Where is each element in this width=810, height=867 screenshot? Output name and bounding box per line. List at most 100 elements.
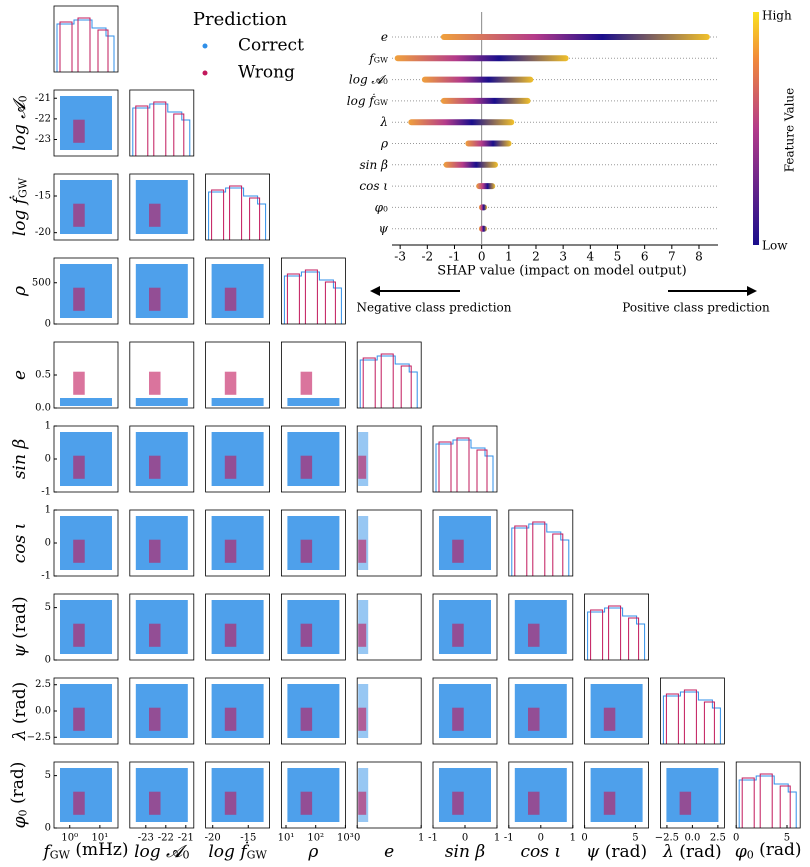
shap-spread <box>421 76 534 83</box>
scatter-cloud <box>135 516 188 570</box>
panel-frame <box>129 257 195 325</box>
scatter-cloud <box>514 684 567 738</box>
y-axis-title-sub: GW <box>16 177 29 198</box>
x-tick-label: 1 <box>570 833 576 844</box>
panel-frame <box>356 677 422 745</box>
scatter-wrong <box>149 623 161 647</box>
x-tick-label: 0.0 <box>684 833 700 844</box>
panel-frame <box>53 593 119 661</box>
scatter-wrong <box>73 371 85 395</box>
x-tick-label: -15 <box>240 833 256 844</box>
scatter-wrong <box>149 539 161 563</box>
y-tick-label: −2.5 <box>27 732 51 743</box>
scatter-cloud <box>514 600 567 654</box>
y-axis-title: log ḟGW <box>10 177 30 236</box>
panel-frame <box>205 341 271 409</box>
scatter-cloud <box>60 768 112 822</box>
scatter-wrong <box>149 287 161 311</box>
scatter-cloud <box>514 768 567 822</box>
panel-frame <box>129 89 195 157</box>
x-tick-label: 2 <box>532 250 540 264</box>
scatter-wrong <box>73 791 85 815</box>
scatter-cloud <box>135 684 188 738</box>
x-axis-title: log 𝓐0 <box>134 842 189 862</box>
feature-label: ψ <box>379 221 389 235</box>
scatter-cloud <box>211 264 264 318</box>
scatter-wrong <box>300 539 313 563</box>
shap-spread <box>478 204 488 211</box>
scatter-cloud <box>287 684 340 738</box>
x-axis-title-sub: GW <box>247 848 268 861</box>
scatter-wrong <box>300 371 313 395</box>
scatter-wrong <box>73 623 85 647</box>
x-axis-title: cos ι <box>521 842 562 862</box>
x-tick-label: -22 <box>158 833 174 844</box>
shap-spread <box>440 34 710 40</box>
y-axis-title-main: φ <box>10 816 30 828</box>
scatter-cloud <box>211 600 264 654</box>
feature-label-sub: 0 <box>383 205 388 214</box>
panel-frame <box>508 593 574 661</box>
panel-frame <box>205 173 271 241</box>
feature-label: log ḟGW <box>347 91 388 107</box>
x-tick-label: 1 <box>505 250 513 264</box>
scatter-wrong <box>224 455 237 479</box>
y-axis-title: sin β <box>10 439 30 480</box>
panel-frame <box>584 761 649 829</box>
y-axis-title-after: (rad) <box>10 596 30 644</box>
x-tick-label: 2.5 <box>710 833 726 844</box>
panel-frame <box>205 425 271 493</box>
scatter-cloud <box>211 768 264 822</box>
scatter-wrong <box>452 707 464 731</box>
x-tick-label: -21 <box>178 833 194 844</box>
x-tick-label: 5 <box>614 250 622 264</box>
feature-label: fGW <box>368 51 388 65</box>
scatter-cloud <box>60 684 112 738</box>
arrow-head <box>370 286 380 296</box>
histogram-wrong <box>135 101 185 156</box>
x-tick-label: 0 <box>538 833 544 844</box>
panel-frame <box>660 677 725 745</box>
y-axis-title-main: sin β <box>10 439 30 480</box>
panel-frame <box>584 593 649 661</box>
panel-frame <box>356 425 422 493</box>
arrow-head <box>747 286 757 296</box>
legend-label: Correct <box>238 36 304 56</box>
y-axis-title-main: log 𝓐 <box>10 97 30 151</box>
colorbar-title: Feature Value <box>783 88 797 173</box>
scatter-wrong <box>73 287 85 311</box>
y-tick-label: 0 <box>45 454 51 465</box>
x-tick-label: 10¹ <box>278 833 295 844</box>
scatter-cloud <box>211 398 264 406</box>
x-axis-title: e <box>384 842 394 862</box>
feature-label-main: f <box>368 51 376 65</box>
scatter-wrong <box>603 707 616 731</box>
y-axis-title-sub: 0 <box>16 95 29 102</box>
y-tick-label: -22 <box>35 113 51 124</box>
y-axis-title: ρ <box>10 286 30 297</box>
x-tick-label: -20 <box>205 833 221 844</box>
panel-frame <box>53 257 119 325</box>
x-axis-title-main: ψ <box>586 842 600 862</box>
x-axis-title-main: sin β <box>445 842 486 862</box>
x-axis-title-main: φ <box>735 842 747 862</box>
x-tick-label: 5 <box>784 833 790 844</box>
y-tick-label: 5 <box>45 770 51 781</box>
feature-label-main: e <box>381 30 388 44</box>
panel-frame <box>280 425 346 493</box>
histogram-wrong <box>211 185 261 240</box>
scatter-cloud <box>135 768 188 822</box>
y-tick-label: 2.5 <box>35 679 51 690</box>
x-tick-label: 10⁰ <box>61 833 78 844</box>
y-axis-title-after: (rad) <box>8 762 28 810</box>
histogram-wrong <box>362 353 412 408</box>
y-axis-title: cos ι <box>10 523 30 564</box>
x-tick-label: 4 <box>586 250 594 264</box>
y-axis-title-main: e <box>10 370 30 380</box>
scatter-cloud <box>287 516 340 570</box>
scatter-wrong <box>528 791 540 815</box>
scatter-cloud <box>60 432 112 486</box>
scatter-wrong <box>149 371 161 395</box>
panel-frame <box>205 677 271 745</box>
panel-frame <box>356 761 422 829</box>
